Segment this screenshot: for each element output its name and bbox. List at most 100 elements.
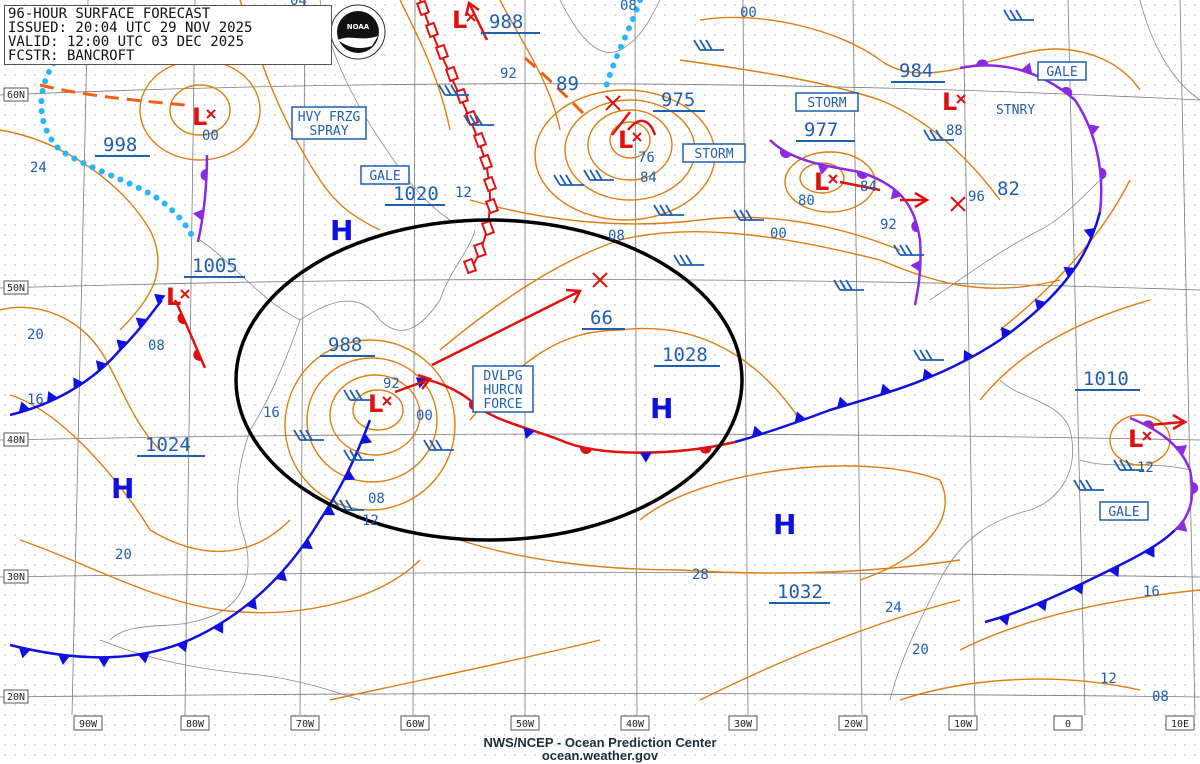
pressure-value: 89 (556, 73, 579, 95)
wind-barb (1073, 479, 1104, 491)
cold-front-triangle (343, 469, 356, 481)
wind-barb (553, 174, 584, 186)
cold-front-triangle (176, 640, 188, 653)
lat-label-box (3, 689, 29, 704)
cold-front (984, 529, 1176, 624)
lat-label-box (3, 432, 29, 447)
forecast-header: 96-HOUR SURFACE FORECAST ISSUED: 20:04 U… (4, 5, 332, 65)
wind-barb (583, 169, 614, 181)
wind-barb (913, 349, 944, 361)
warning-box (1037, 61, 1087, 81)
low-symbol: L (618, 126, 633, 154)
ice-box-marker (472, 131, 488, 149)
warning-box (795, 92, 859, 112)
wind-barbs (293, 9, 1144, 511)
low-x-mark (180, 289, 190, 299)
noaa-logo-text: NOAA (347, 23, 370, 31)
isobar-label: 12 (1137, 460, 1154, 476)
pressure-value: 988 (328, 334, 362, 356)
trough-line (39, 83, 186, 107)
cold-front-triangle (137, 652, 150, 664)
low-symbol: L (368, 390, 383, 418)
warning-text: HVY FRZG (298, 110, 361, 125)
movement-arrow (1149, 420, 1184, 427)
occluded-front (627, 119, 657, 136)
movement-arrow (431, 290, 579, 367)
wind-barb (438, 84, 469, 96)
warning-text: STORM (807, 96, 846, 111)
front-label-stationary: STNRY (996, 103, 1035, 118)
low-x-mark (466, 12, 476, 22)
pressure-value: 984 (899, 60, 933, 82)
wind-barb (733, 209, 764, 221)
warm-front-semicircle (580, 446, 592, 454)
isobar-label: 08 (148, 338, 165, 354)
cold-front-triangle (817, 163, 830, 175)
new-low-markers (592, 95, 966, 288)
high-symbol: H (650, 392, 673, 425)
pressure-value: 975 (661, 89, 695, 111)
warning-text: SPRAY (309, 124, 348, 139)
cold-front-triangle (1144, 546, 1155, 558)
lon-label: 90W (79, 719, 98, 730)
isobar-label: 88 (946, 123, 963, 139)
isobar-label: 04 (290, 0, 307, 9)
isobar-label: 16 (263, 405, 280, 421)
isobar-label: 92 (880, 217, 897, 233)
cold-front-triangle (301, 538, 313, 550)
warning-text: FORCE (483, 397, 522, 412)
warm-front-semicircle (1061, 86, 1073, 97)
wind-barb (833, 279, 864, 291)
cold-front (9, 299, 163, 417)
isobar-label: 16 (27, 392, 44, 408)
warm-front (173, 299, 207, 369)
high-symbol: H (330, 214, 353, 247)
cold-front-triangle (360, 433, 372, 445)
wind-barb (673, 254, 704, 266)
header-valid: VALID: 12:00 UTC 03 DEC 2025 (8, 34, 245, 50)
cold-front-triangle (910, 259, 921, 272)
pressure-value: 977 (804, 119, 838, 141)
cold-front-triangle (1036, 599, 1048, 612)
cold-front-triangle (116, 339, 128, 351)
occluded-front (959, 64, 1103, 213)
wind-barb (423, 439, 454, 451)
cold-front-triangle (1063, 266, 1076, 278)
warm-front-semicircle (193, 349, 202, 361)
wind-barb (893, 244, 924, 256)
movement-arrow (394, 378, 429, 394)
credits-website[interactable]: ocean.weather.gov (541, 748, 659, 763)
wind-barb (1003, 9, 1034, 21)
isobar-label: 28 (692, 567, 709, 583)
pressure-value: 82 (997, 178, 1020, 200)
lon-label-box (620, 715, 650, 731)
header-title: 96-HOUR SURFACE FORECAST (8, 6, 211, 22)
high-symbol: H (773, 508, 796, 541)
cold-front-triangle (275, 570, 287, 582)
wind-barb (343, 449, 374, 461)
lon-label: 30W (734, 719, 753, 730)
warm-front-semicircle (177, 312, 186, 325)
low-x-mark (206, 109, 216, 119)
cold-front-triangle (58, 654, 71, 666)
cold-front-triangle (1175, 445, 1188, 456)
isobar-label: 24 (30, 160, 47, 176)
warning-box (1099, 501, 1149, 521)
pressure-value: 1005 (192, 255, 238, 277)
warning-text: GALE (1108, 505, 1139, 520)
cold-front-triangle (95, 360, 108, 372)
ice-box-marker (482, 175, 498, 193)
warning-box (682, 143, 746, 163)
lon-label-box (180, 715, 210, 731)
cold-front-triangle (46, 391, 58, 403)
low-x-mark (956, 94, 966, 104)
cold-front-triangle (1001, 326, 1012, 339)
warning-label: STORM (682, 143, 746, 163)
cold-front-triangle (97, 657, 110, 668)
wind-barb (333, 499, 364, 511)
pressure-value: 1032 (777, 581, 823, 603)
movement-arrows (394, 0, 1188, 431)
